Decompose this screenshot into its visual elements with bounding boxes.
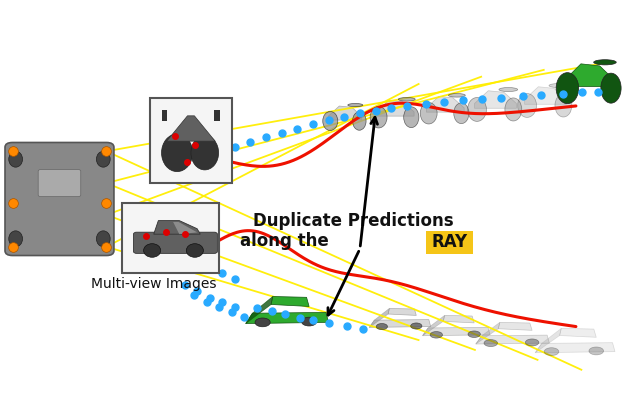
Polygon shape — [388, 308, 416, 315]
Ellipse shape — [556, 72, 578, 103]
Ellipse shape — [448, 94, 465, 97]
Ellipse shape — [404, 107, 419, 128]
Polygon shape — [498, 322, 532, 330]
Ellipse shape — [555, 94, 572, 117]
Ellipse shape — [484, 339, 498, 347]
Polygon shape — [475, 91, 516, 108]
Ellipse shape — [302, 317, 317, 326]
Bar — [215, 110, 220, 121]
Polygon shape — [376, 100, 414, 116]
Polygon shape — [245, 312, 329, 324]
Ellipse shape — [601, 73, 621, 103]
Polygon shape — [476, 322, 500, 344]
Polygon shape — [245, 297, 273, 324]
Polygon shape — [525, 87, 567, 104]
Ellipse shape — [187, 244, 203, 257]
Ellipse shape — [499, 88, 518, 92]
Polygon shape — [173, 222, 197, 234]
Polygon shape — [535, 328, 562, 353]
Ellipse shape — [323, 111, 338, 131]
Ellipse shape — [352, 112, 366, 130]
Ellipse shape — [549, 84, 568, 88]
Bar — [162, 110, 167, 121]
Polygon shape — [369, 320, 431, 328]
Ellipse shape — [411, 323, 422, 329]
Ellipse shape — [398, 98, 415, 101]
Ellipse shape — [162, 134, 193, 172]
FancyBboxPatch shape — [38, 170, 81, 197]
FancyBboxPatch shape — [133, 232, 217, 254]
Ellipse shape — [96, 231, 110, 247]
Polygon shape — [476, 335, 550, 344]
Ellipse shape — [505, 98, 522, 121]
Ellipse shape — [518, 94, 536, 117]
Polygon shape — [328, 106, 362, 120]
Polygon shape — [535, 343, 615, 353]
Polygon shape — [423, 315, 444, 336]
Polygon shape — [426, 96, 464, 112]
Ellipse shape — [454, 103, 469, 124]
Text: along the: along the — [240, 232, 329, 250]
Ellipse shape — [525, 339, 539, 346]
Polygon shape — [443, 315, 475, 323]
Polygon shape — [423, 327, 490, 336]
Polygon shape — [565, 64, 615, 87]
Text: Duplicate Predictions: Duplicate Predictions — [254, 212, 454, 230]
Polygon shape — [154, 220, 200, 234]
Ellipse shape — [370, 107, 387, 128]
Ellipse shape — [376, 324, 387, 330]
Polygon shape — [560, 328, 596, 338]
Ellipse shape — [255, 318, 270, 327]
Ellipse shape — [348, 103, 363, 107]
Ellipse shape — [430, 332, 443, 338]
Ellipse shape — [191, 136, 218, 170]
Ellipse shape — [468, 331, 480, 338]
Ellipse shape — [9, 231, 23, 247]
Ellipse shape — [96, 151, 110, 167]
Bar — [150, 98, 232, 183]
Text: RAY: RAY — [431, 233, 468, 252]
Bar — [122, 203, 219, 273]
FancyBboxPatch shape — [426, 231, 473, 254]
Ellipse shape — [9, 151, 23, 167]
Polygon shape — [271, 297, 309, 306]
Ellipse shape — [143, 244, 161, 257]
Polygon shape — [167, 116, 215, 141]
Ellipse shape — [589, 347, 603, 355]
Ellipse shape — [420, 103, 437, 124]
Ellipse shape — [593, 60, 616, 65]
FancyBboxPatch shape — [5, 142, 114, 256]
Text: Multi-view Images: Multi-view Images — [91, 277, 216, 291]
Ellipse shape — [468, 98, 486, 121]
Ellipse shape — [544, 348, 559, 355]
Polygon shape — [369, 308, 389, 328]
